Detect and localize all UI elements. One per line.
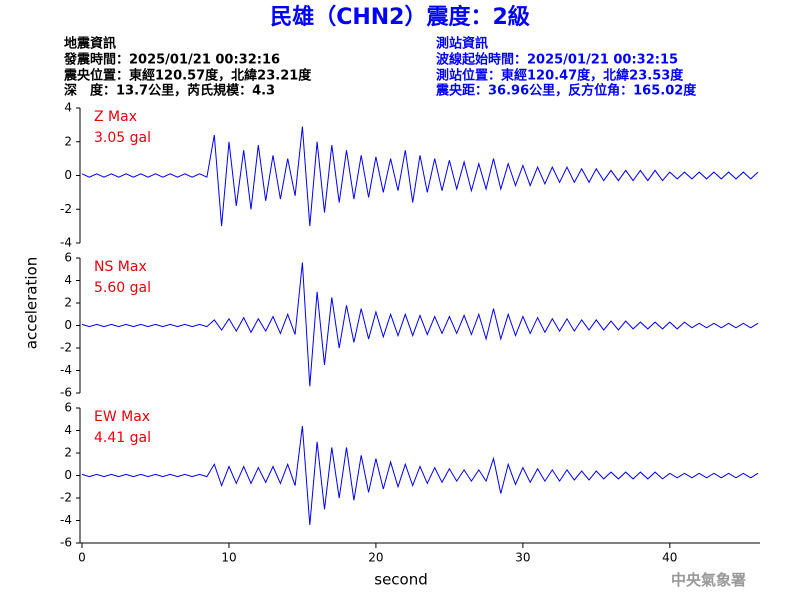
info-line: 震央距：36.96公里，反方位角：165.02度 (435, 83, 697, 99)
info-line: 發震時間：2025/01/21 00:32:16 (63, 52, 280, 68)
y-tick-label: -4 (60, 363, 72, 377)
y-tick-label: 4 (64, 273, 72, 287)
y-tick-label: -6 (60, 386, 72, 400)
y-tick-label: -2 (60, 491, 72, 505)
y-tick-label: 0 (64, 318, 72, 332)
info-line: 測站位置：東經120.47度，北緯23.53度 (436, 68, 684, 84)
max-label: EW Max (94, 409, 150, 425)
y-tick-label: 6 (64, 401, 72, 415)
x-axis-label: second (374, 571, 428, 589)
waveform (81, 425, 759, 526)
y-tick-label: 0 (64, 168, 72, 182)
y-tick-label: -6 (60, 536, 72, 550)
y-tick-label: 4 (64, 423, 72, 437)
max-label: 4.41 gal (94, 430, 151, 446)
y-axis-label: acceleration (23, 257, 41, 349)
x-tick-label: 30 (515, 551, 530, 565)
y-tick-label: -4 (60, 236, 72, 250)
max-label: 3.05 gal (94, 130, 151, 146)
y-tick-label: -2 (60, 202, 72, 216)
info-line: 深 度：13.7公里，芮氏規模：4.3 (64, 83, 275, 99)
y-tick-label: -4 (60, 513, 72, 527)
y-tick-label: 4 (64, 101, 72, 115)
x-tick-label: 40 (662, 551, 677, 565)
y-tick-label: 2 (64, 446, 72, 460)
y-tick-label: 2 (64, 134, 72, 148)
max-label: 5.60 gal (94, 280, 151, 296)
waveform (81, 126, 759, 227)
y-tick-label: 6 (64, 251, 72, 265)
x-tick-label: 20 (368, 551, 383, 565)
y-tick-label: 0 (64, 468, 72, 482)
waveform (81, 262, 759, 387)
y-tick-label: -2 (60, 341, 72, 355)
max-label: NS Max (94, 259, 147, 275)
max-label: Z Max (94, 109, 137, 125)
chart-title: 民雄（CHN2）震度：2級 (270, 4, 530, 30)
info-line: 波線起始時間：2025/01/21 00:32:15 (436, 52, 678, 68)
x-tick-label: 10 (221, 551, 236, 565)
y-tick-label: 2 (64, 296, 72, 310)
info-line: 地震資訊 (64, 36, 116, 52)
footer-logo: 中央氣象署 (671, 571, 746, 589)
x-tick-label: 0 (78, 551, 86, 565)
info-line: 震央位置：東經120.57度，北緯23.21度 (63, 68, 312, 84)
info-line: 測站資訊 (436, 36, 488, 52)
